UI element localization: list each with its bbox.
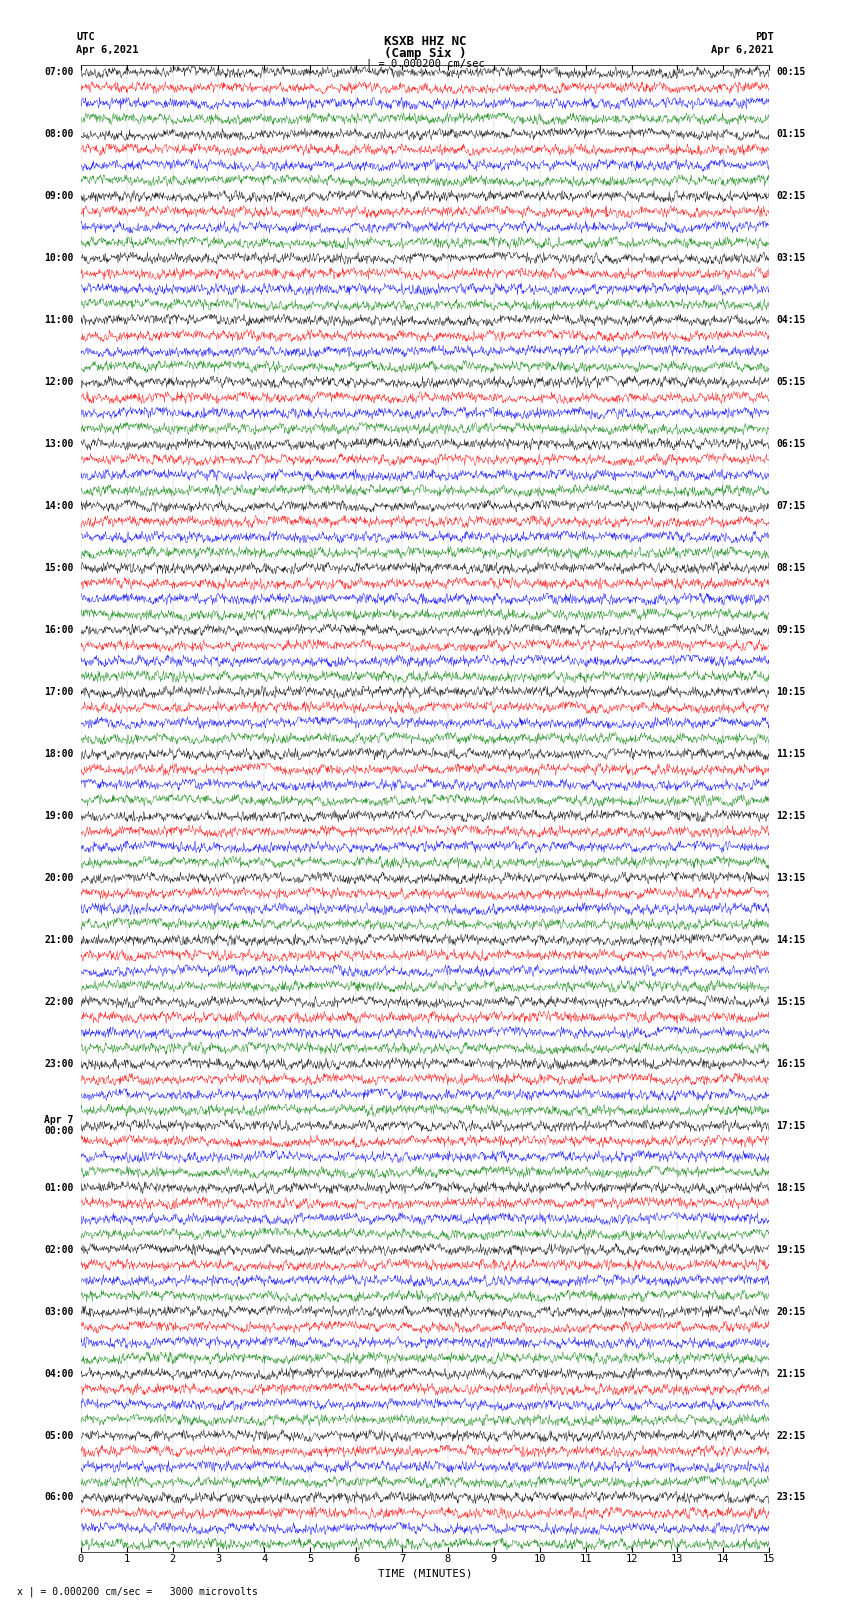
- Text: 20:15: 20:15: [776, 1307, 806, 1316]
- Text: 14:00: 14:00: [44, 502, 74, 511]
- Text: | = 0.000200 cm/sec: | = 0.000200 cm/sec: [366, 58, 484, 69]
- Text: Apr 6,2021: Apr 6,2021: [76, 45, 139, 55]
- Text: 02:15: 02:15: [776, 192, 806, 202]
- Text: 11:00: 11:00: [44, 315, 74, 326]
- Text: 06:15: 06:15: [776, 439, 806, 448]
- Text: 05:15: 05:15: [776, 377, 806, 387]
- Text: 03:00: 03:00: [44, 1307, 74, 1316]
- Text: 05:00: 05:00: [44, 1431, 74, 1440]
- Text: 03:15: 03:15: [776, 253, 806, 263]
- Text: 09:15: 09:15: [776, 624, 806, 636]
- X-axis label: TIME (MINUTES): TIME (MINUTES): [377, 1569, 473, 1579]
- Text: 22:15: 22:15: [776, 1431, 806, 1440]
- Text: 13:00: 13:00: [44, 439, 74, 448]
- Text: 12:15: 12:15: [776, 811, 806, 821]
- Text: 02:00: 02:00: [44, 1245, 74, 1255]
- Text: 23:00: 23:00: [44, 1058, 74, 1069]
- Text: 18:15: 18:15: [776, 1182, 806, 1192]
- Text: KSXB HHZ NC: KSXB HHZ NC: [383, 35, 467, 48]
- Text: 21:00: 21:00: [44, 936, 74, 945]
- Text: 07:00: 07:00: [44, 68, 74, 77]
- Text: 09:00: 09:00: [44, 192, 74, 202]
- Text: 16:00: 16:00: [44, 624, 74, 636]
- Text: 22:00: 22:00: [44, 997, 74, 1007]
- Text: 10:00: 10:00: [44, 253, 74, 263]
- Text: 04:00: 04:00: [44, 1368, 74, 1379]
- Text: x | = 0.000200 cm/sec =   3000 microvolts: x | = 0.000200 cm/sec = 3000 microvolts: [17, 1586, 258, 1597]
- Text: 00:15: 00:15: [776, 68, 806, 77]
- Text: 20:00: 20:00: [44, 873, 74, 882]
- Text: 15:00: 15:00: [44, 563, 74, 573]
- Text: 18:00: 18:00: [44, 748, 74, 758]
- Text: 21:15: 21:15: [776, 1368, 806, 1379]
- Text: 04:15: 04:15: [776, 315, 806, 326]
- Text: 19:00: 19:00: [44, 811, 74, 821]
- Text: 17:15: 17:15: [776, 1121, 806, 1131]
- Text: Apr 7
00:00: Apr 7 00:00: [44, 1115, 74, 1137]
- Text: 10:15: 10:15: [776, 687, 806, 697]
- Text: PDT: PDT: [755, 32, 774, 42]
- Text: 08:15: 08:15: [776, 563, 806, 573]
- Text: 17:00: 17:00: [44, 687, 74, 697]
- Text: (Camp Six ): (Camp Six ): [383, 47, 467, 60]
- Text: UTC: UTC: [76, 32, 95, 42]
- Text: 13:15: 13:15: [776, 873, 806, 882]
- Text: 19:15: 19:15: [776, 1245, 806, 1255]
- Text: 14:15: 14:15: [776, 936, 806, 945]
- Text: 07:15: 07:15: [776, 502, 806, 511]
- Text: 01:00: 01:00: [44, 1182, 74, 1192]
- Text: 01:15: 01:15: [776, 129, 806, 139]
- Text: 08:00: 08:00: [44, 129, 74, 139]
- Text: Apr 6,2021: Apr 6,2021: [711, 45, 774, 55]
- Text: 06:00: 06:00: [44, 1492, 74, 1502]
- Text: 16:15: 16:15: [776, 1058, 806, 1069]
- Text: 15:15: 15:15: [776, 997, 806, 1007]
- Text: 12:00: 12:00: [44, 377, 74, 387]
- Text: 11:15: 11:15: [776, 748, 806, 758]
- Text: 23:15: 23:15: [776, 1492, 806, 1502]
